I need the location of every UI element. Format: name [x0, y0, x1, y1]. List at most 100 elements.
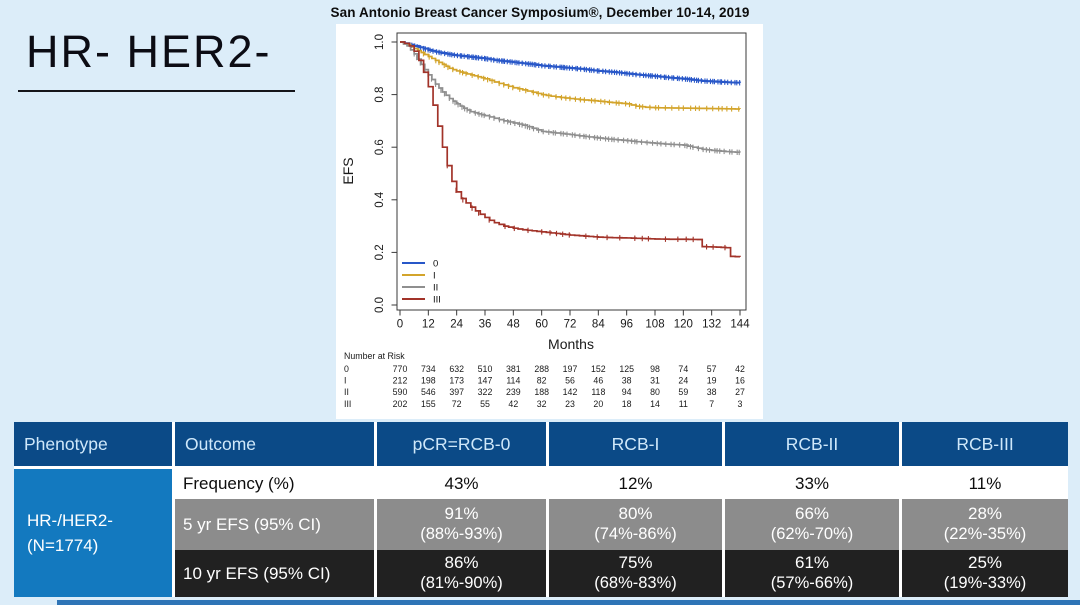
- page-title: HR- HER2-: [26, 26, 272, 77]
- risk-value: 94: [622, 387, 632, 397]
- ci-value: (19%-33%): [943, 573, 1027, 592]
- x-tick-label: 72: [564, 319, 577, 331]
- ci-value: (57%-66%): [770, 573, 854, 592]
- km-curve-III: [400, 41, 741, 258]
- symposium-title: San Antonio Breast Cancer Symposium®, De…: [330, 5, 750, 20]
- cell-5yr-rcb3: 28% (22%-35%): [902, 499, 1068, 550]
- pct-value: 28%: [967, 504, 1003, 524]
- header-cell-rcb3: RCB-III: [902, 422, 1068, 469]
- risk-value: 155: [421, 399, 436, 409]
- risk-value: 147: [478, 376, 493, 386]
- risk-value: 18: [622, 399, 632, 409]
- risk-value: 197: [563, 364, 578, 374]
- risk-value: 188: [534, 387, 549, 397]
- cell-frequency-rcb0: 43%: [377, 469, 546, 499]
- legend-label: 0: [433, 259, 438, 270]
- outcome-label-10yr-efs: 10 yr EFS (95% CI): [175, 550, 374, 597]
- x-tick-label: 144: [730, 319, 750, 331]
- cell-frequency-rcb1: 12%: [549, 469, 722, 499]
- risk-value: 11: [679, 399, 688, 409]
- risk-value: 31: [650, 376, 660, 386]
- risk-value: 202: [393, 399, 408, 409]
- risk-value: 114: [506, 376, 520, 386]
- risk-value: 14: [650, 399, 660, 409]
- cell-5yr-rcb0: 91% (88%-93%): [377, 499, 546, 550]
- outcome-label-5yr-efs: 5 yr EFS (95% CI): [175, 499, 374, 550]
- axes: [391, 32, 747, 316]
- ci-value: (74%-86%): [594, 524, 677, 543]
- pct-value: 80%: [618, 504, 653, 524]
- x-tick-label: 84: [592, 319, 605, 331]
- ci-value: (62%-70%): [770, 524, 854, 543]
- km-curve-0: [400, 40, 742, 86]
- risk-value: 56: [565, 376, 575, 386]
- risk-value: 7: [709, 399, 714, 409]
- risk-value: 770: [393, 364, 408, 374]
- risk-value: 72: [452, 399, 462, 409]
- y-axis-title: EFS: [340, 157, 356, 184]
- km-curve-II: [400, 41, 741, 156]
- cell-frequency-rcb3: 11%: [902, 469, 1068, 499]
- legend-label: I: [433, 271, 436, 282]
- legend-label: II: [433, 283, 438, 294]
- x-tick-label: 108: [645, 319, 664, 331]
- cell-5yr-rcb2: 66% (62%-70%): [725, 499, 899, 550]
- header-cell-outcome: Outcome: [175, 422, 374, 469]
- phenotype-name: HR-/HER2-: [27, 510, 113, 530]
- risk-row-label: II: [344, 387, 349, 397]
- risk-value: 23: [565, 399, 575, 409]
- phenotype-n: (N=1774): [27, 536, 99, 555]
- y-tick-label: 0.6: [374, 139, 386, 155]
- risk-value: 118: [591, 387, 605, 397]
- risk-value: 46: [593, 376, 603, 386]
- risk-value: 3: [738, 399, 743, 409]
- risk-row-label: 0: [344, 364, 349, 374]
- x-tick-label: 12: [422, 319, 435, 331]
- x-tick-label: 24: [450, 319, 463, 331]
- ci-value: (88%-93%): [420, 524, 503, 543]
- ci-value: (68%-83%): [594, 573, 677, 592]
- legend-label: III: [433, 295, 441, 306]
- risk-value: 19: [707, 376, 717, 386]
- y-tick-label: 0.0: [374, 297, 386, 313]
- risk-value: 734: [421, 364, 436, 374]
- x-axis-title: Months: [548, 336, 594, 352]
- ci-value: (22%-35%): [943, 524, 1027, 543]
- risk-value: 173: [449, 376, 464, 386]
- phenotype-cell: HR-/HER2- (N=1774): [14, 469, 172, 597]
- risk-value: 198: [421, 376, 436, 386]
- x-tick-label: 60: [535, 319, 548, 331]
- x-tick-label: 0: [397, 319, 403, 331]
- header-cell-phenotype: Phenotype: [14, 422, 172, 469]
- results-table: Phenotype Outcome pCR=RCB-0 RCB-I RCB-II…: [14, 422, 1068, 597]
- x-tick-label: 96: [620, 319, 633, 331]
- risk-value: 510: [478, 364, 493, 374]
- risk-value: 322: [478, 387, 493, 397]
- outcome-label-frequency: Frequency (%): [175, 469, 374, 499]
- km-curve-I: [400, 41, 741, 112]
- risk-value: 24: [678, 376, 688, 386]
- risk-value: 590: [393, 387, 408, 397]
- pct-value: 25%: [967, 553, 1003, 573]
- axis-labels: 0 12 24 36 48 60 72 84 96 108 120 132 144 0.0 0.2 0.4 0.…: [340, 34, 750, 352]
- risk-value: 125: [619, 364, 634, 374]
- risk-value: 82: [537, 376, 547, 386]
- risk-value: 632: [449, 364, 464, 374]
- pct-value: 75%: [618, 553, 653, 573]
- risk-value: 55: [480, 399, 490, 409]
- risk-value: 80: [650, 387, 660, 397]
- y-tick-label: 0.4: [374, 191, 386, 208]
- cell-10yr-rcb3: 25% (19%-33%): [902, 550, 1068, 597]
- risk-value: 239: [506, 387, 521, 397]
- km-plot: 0 12 24 36 48 60 72 84 96 108 120 132 144 0.0 0.2 0.4 0.…: [340, 32, 750, 409]
- risk-value: 381: [506, 364, 521, 374]
- risk-row-label: I: [344, 376, 346, 386]
- heading-underline: [18, 90, 295, 92]
- bottom-accent-bar: [57, 600, 1080, 605]
- risk-row-label: III: [344, 399, 351, 409]
- km-chart-panel: 0 12 24 36 48 60 72 84 96 108 120 132 144 0.0 0.2 0.4 0.…: [336, 24, 763, 419]
- risk-value: 546: [421, 387, 436, 397]
- number-at-risk-label: Number at Risk: [344, 351, 405, 361]
- risk-value: 16: [735, 376, 745, 386]
- cell-10yr-rcb0: 86% (81%-90%): [377, 550, 546, 597]
